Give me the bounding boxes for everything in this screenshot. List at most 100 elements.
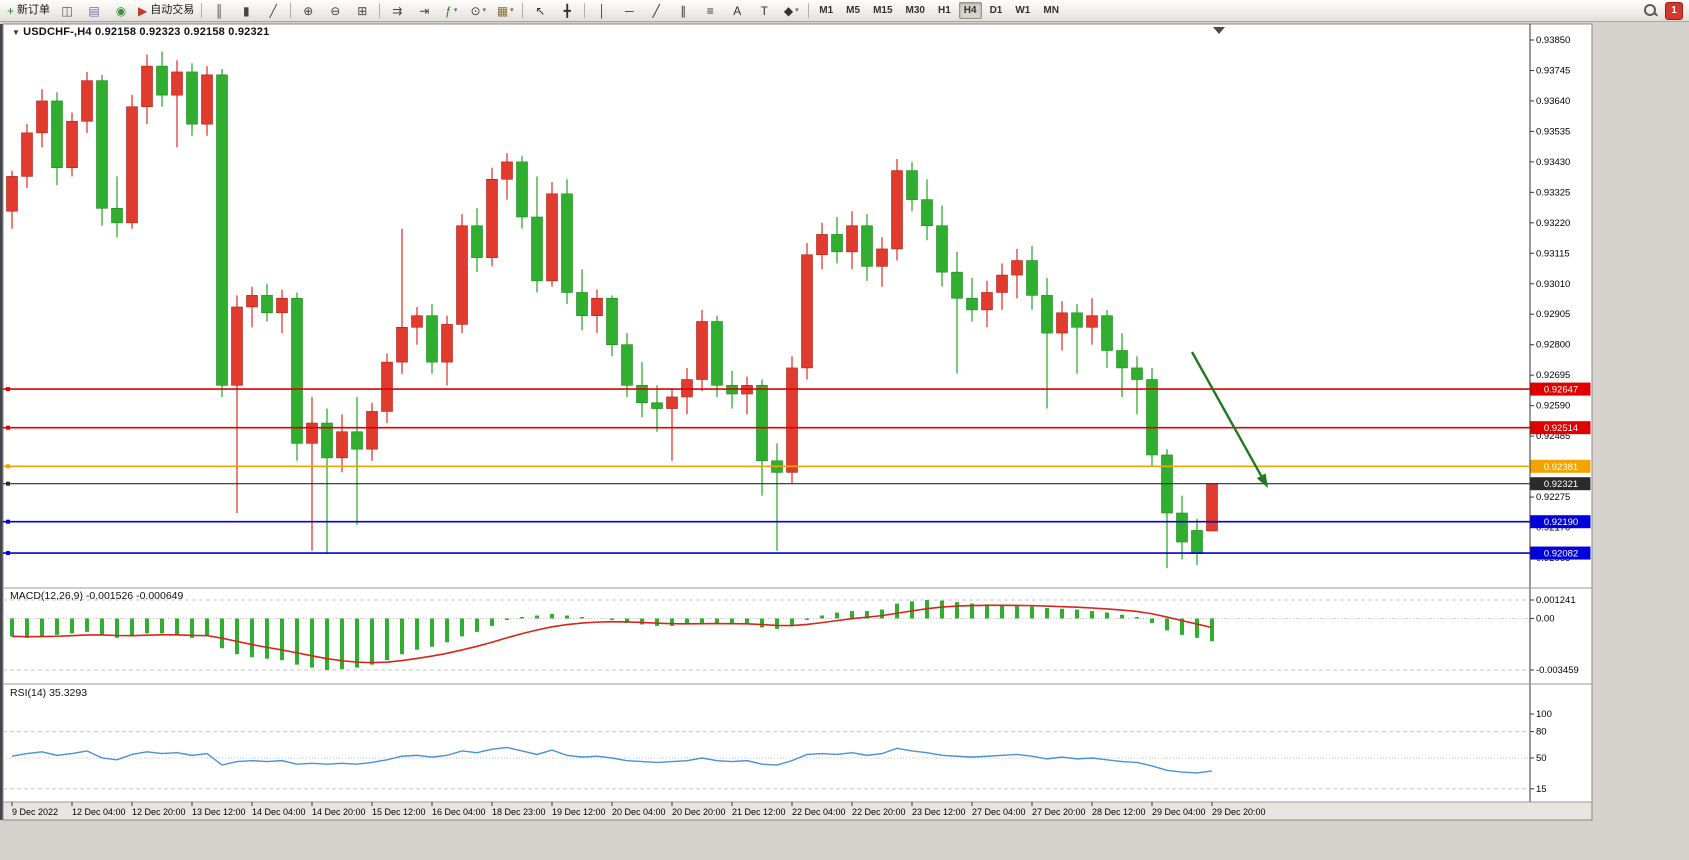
candle [201, 74, 213, 125]
tile-windows-button[interactable]: ⊞ [349, 1, 375, 21]
time-axis-label: 23 Dec 12:00 [912, 807, 966, 817]
channel-icon: ∥ [680, 3, 687, 18]
candle [621, 344, 633, 386]
fibonacci-button[interactable]: ≡ [697, 1, 723, 21]
zoom-in-button[interactable]: ⊕ [295, 1, 321, 21]
candle [441, 324, 453, 363]
line-chart-button[interactable]: ╱ [260, 1, 286, 21]
candle [411, 315, 423, 328]
time-axis-label: 16 Dec 04:00 [432, 807, 486, 817]
candle [156, 65, 168, 96]
candle [36, 100, 48, 134]
timeframe-button-w1[interactable]: W1 [1015, 5, 1031, 16]
timeframe-button-m15[interactable]: M15 [873, 5, 893, 16]
new-order-button[interactable]: + 新订单 [4, 1, 53, 21]
price-axis-label: 0.92275 [1536, 492, 1570, 503]
trend-arrow-annotation[interactable] [1190, 351, 1268, 488]
horizontal-line-button[interactable]: ─ [616, 1, 642, 21]
chevron-down-icon: ▾ [482, 7, 487, 14]
macd-axis-label: 0.00 [1536, 613, 1555, 624]
auto-trading-button[interactable]: ▶ 自动交易 [135, 1, 197, 21]
candle [831, 234, 843, 253]
candle [1116, 350, 1128, 369]
toolbar-separator [808, 3, 810, 18]
candle [981, 292, 993, 311]
time-axis-label: 28 Dec 12:00 [1092, 807, 1146, 817]
timeframe-button-m1[interactable]: M1 [819, 5, 834, 16]
periods-button[interactable]: ⊙ ▾ [465, 1, 491, 21]
candle [1041, 295, 1053, 334]
line-handle[interactable] [6, 551, 10, 556]
price-axis-label: 0.93115 [1536, 248, 1570, 259]
candlestick-chart-button[interactable]: ▮ [233, 1, 259, 21]
rsi-axis-label: 15 [1536, 784, 1547, 795]
profiles-button[interactable]: ▤ [81, 1, 107, 21]
candle [846, 225, 858, 253]
cursor-button[interactable]: ↖ [527, 1, 553, 21]
toolbar-separator [201, 3, 203, 18]
time-axis-label: 20 Dec 20:00 [672, 807, 726, 817]
auto-trading-button-label: 自动交易 [150, 4, 195, 16]
chart-shift-button[interactable]: ⇥ [411, 1, 437, 21]
text-label-icon: T [760, 3, 768, 18]
main-toolbar: + 新订单 ◫ ▤ ◉ ▶ 自动交易 ║ ▮ ╱ ⊕ ⊖ ⊞ ⇉ ⇥ ƒ ▾ ⊙ ▾ ▦ ▾ ↖ ╋ │ ─ ╱ ∥ ≡ A T ◆ ▾ M1 M… [0, 0, 1689, 22]
candle [996, 274, 1008, 293]
profiles-icon: ▤ [88, 3, 100, 18]
new-order-button-label: 新订单 [17, 4, 51, 16]
zoom-out-button[interactable]: ⊖ [322, 1, 348, 21]
toolbar-separator [290, 3, 292, 18]
timeframe-button-h4[interactable]: H4 [958, 2, 982, 19]
channel-button[interactable]: ∥ [670, 1, 696, 21]
trendline-button[interactable]: ╱ [643, 1, 669, 21]
arrows-button[interactable]: ◆ ▾ [778, 1, 804, 21]
line-handle[interactable] [6, 519, 10, 524]
notification-badge[interactable]: 1 [1665, 1, 1683, 20]
candle [426, 315, 438, 363]
vertical-line-icon: │ [598, 3, 607, 18]
line-handle[interactable] [6, 481, 10, 486]
line-handle[interactable] [6, 387, 10, 392]
time-axis-label: 20 Dec 04:00 [612, 807, 666, 817]
candle [6, 176, 18, 212]
toolbar-separator [584, 3, 586, 18]
time-axis-label: 18 Dec 23:00 [492, 807, 546, 817]
line-handle[interactable] [6, 425, 10, 430]
candle [261, 295, 273, 314]
timeframe-button-mn[interactable]: MN [1043, 5, 1059, 16]
line-handle[interactable] [6, 464, 10, 469]
candle [1026, 260, 1038, 296]
candle [801, 254, 813, 369]
price-tag [1530, 546, 1591, 560]
indicators-button[interactable]: ƒ ▾ [438, 1, 464, 21]
price-axis-label: 0.93430 [1536, 157, 1570, 168]
charts-window-button[interactable]: ◫ [54, 1, 80, 21]
candle [96, 80, 108, 209]
vertical-line-button[interactable]: │ [589, 1, 615, 21]
time-axis-label: 14 Dec 20:00 [312, 807, 366, 817]
toolbar-separator [522, 3, 524, 18]
text-label-button[interactable]: T [751, 1, 777, 21]
arrow-shapes-icon: ◆ [783, 3, 794, 18]
crosshair-button[interactable]: ╋ [554, 1, 580, 21]
bar-chart-button[interactable]: ║ [206, 1, 232, 21]
candle [351, 431, 363, 450]
auto-scroll-button[interactable]: ⇉ [384, 1, 410, 21]
timeframe-button-h1[interactable]: H1 [937, 5, 951, 16]
candle [906, 170, 918, 200]
candle [561, 193, 573, 293]
timeframe-button-m30[interactable]: M30 [905, 5, 925, 16]
timeframe-button-d1[interactable]: D1 [989, 5, 1003, 16]
candle [1086, 315, 1098, 328]
timeframe-button-m5[interactable]: M5 [846, 5, 861, 16]
indicators-icon: ƒ [445, 3, 452, 18]
macd-histogram [10, 600, 1214, 670]
price-axis-label: 0.93220 [1536, 218, 1570, 229]
text-button[interactable]: A [724, 1, 750, 21]
candle [1131, 367, 1143, 380]
candle [711, 321, 723, 386]
search-icon[interactable] [1643, 3, 1658, 18]
templates-button[interactable]: ▦ ▾ [492, 1, 518, 21]
candle [666, 396, 678, 409]
market-watch-button[interactable]: ◉ [108, 1, 134, 21]
